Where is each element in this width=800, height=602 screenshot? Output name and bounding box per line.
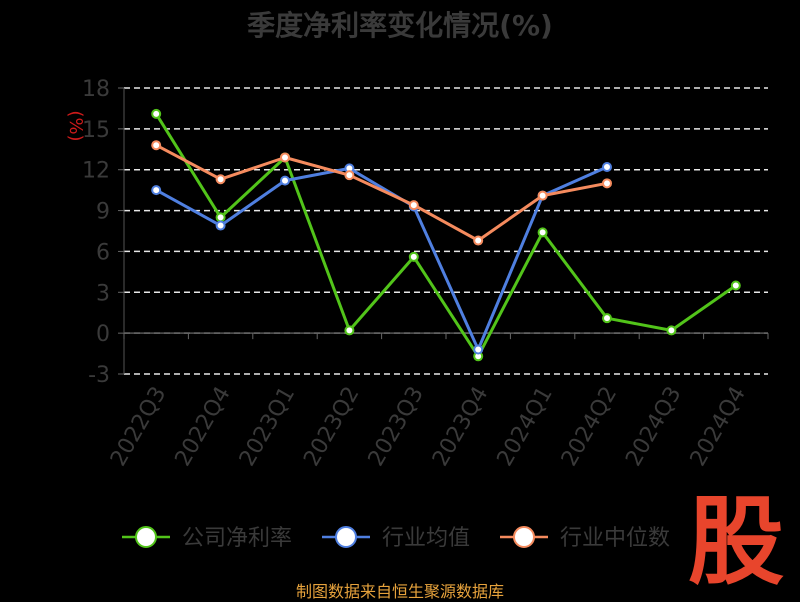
data-point	[602, 313, 612, 324]
legend-marker	[335, 526, 357, 548]
legend-marker	[513, 526, 535, 548]
data-point	[473, 235, 484, 246]
y-tick-label: 12	[82, 159, 110, 184]
data-point	[408, 251, 419, 262]
series-line	[155, 143, 608, 242]
legend-item-1[interactable]: 行业均值	[322, 526, 470, 551]
data-point	[537, 227, 548, 238]
x-tick-label: 2023Q2	[299, 383, 364, 471]
chart-title: 季度净利率变化情况(%)	[247, 9, 553, 42]
y-axis-label: (%)	[65, 110, 86, 141]
series-lines	[151, 108, 741, 362]
y-tick-label: 18	[82, 77, 110, 102]
data-point	[151, 108, 162, 119]
y-tick-label: 3	[96, 281, 110, 306]
y-tick-label: 9	[96, 200, 110, 225]
data-point	[344, 325, 355, 336]
y-tick-label: 6	[96, 240, 110, 265]
data-point	[537, 190, 548, 201]
data-point	[666, 325, 677, 336]
y-tick-label: 0	[96, 322, 110, 347]
x-tick-label: 2024Q3	[621, 383, 686, 471]
legend-item-2[interactable]: 行业中位数	[500, 526, 670, 551]
legend-marker	[135, 526, 157, 548]
data-point	[602, 161, 612, 172]
y-tick-label: 15	[82, 118, 110, 143]
data-point	[280, 152, 290, 163]
brand-logo: 股	[688, 486, 784, 598]
series-2	[151, 140, 612, 246]
x-tick-label: 2024Q2	[557, 383, 622, 471]
series-line	[154, 113, 737, 358]
data-point	[215, 212, 226, 223]
data-point	[473, 344, 484, 355]
legend-label: 行业均值	[382, 526, 470, 551]
series-line	[155, 165, 608, 351]
legend-label: 公司净利率	[182, 526, 292, 551]
legend[interactable]: 公司净利率 行业均值 行业中位数	[122, 526, 670, 551]
x-tick-label: 2023Q3	[364, 383, 429, 471]
x-tick-label: 2024Q1	[492, 383, 557, 471]
data-point	[215, 174, 226, 185]
data-source-note: 制图数据来自恒生聚源数据库	[295, 582, 504, 601]
x-tick-label: 2022Q3	[106, 383, 171, 471]
data-point	[408, 200, 419, 211]
data-point	[730, 280, 741, 291]
x-tick-label: 2022Q4	[170, 383, 235, 471]
data-point	[602, 178, 612, 189]
data-point	[344, 170, 355, 181]
data-point	[151, 140, 162, 151]
data-point	[215, 220, 226, 231]
x-tick-label: 2023Q4	[428, 383, 493, 471]
x-tick-label: 2024Q4	[686, 383, 751, 471]
legend-item-0[interactable]: 公司净利率	[122, 526, 292, 551]
series-0	[151, 108, 741, 362]
legend-label: 行业中位数	[560, 526, 670, 551]
data-point	[151, 185, 162, 196]
y-tick-label: -3	[88, 363, 110, 388]
data-point	[280, 175, 290, 186]
x-tick-label: 2023Q1	[235, 383, 300, 471]
